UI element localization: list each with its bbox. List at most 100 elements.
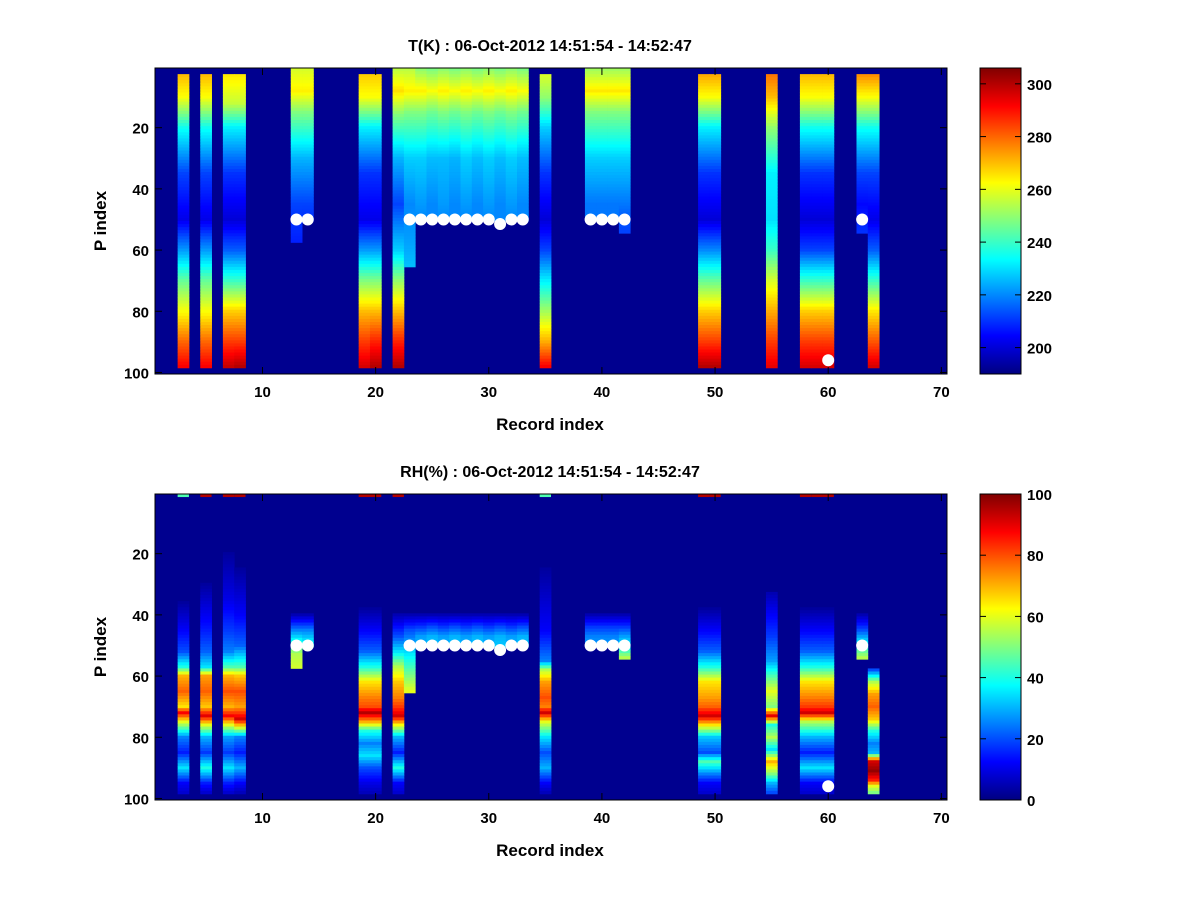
heatmap-cell [460,622,473,626]
humidity-x-axis: 10 20 30 40 50 60 70 [254,494,950,827]
heatmap-cell [222,346,235,350]
heatmap-cell [177,653,190,657]
heatmap-cell [234,107,246,112]
heatmap-cell [698,315,710,320]
heatmap-cell [415,616,427,620]
heatmap-cell [449,184,461,188]
heatmap-cell [539,604,552,608]
heatmap-cell [234,653,246,657]
heatmap-cell [822,729,835,734]
heatmap-cell [392,772,405,776]
heatmap-cell [369,98,382,103]
heatmap-cell [471,631,484,636]
heatmap-cell [811,714,823,718]
heatmap-cell [822,610,835,614]
heatmap-cell [494,175,507,179]
heatmap-cell [765,150,778,155]
heatmap-cell [596,120,608,124]
heatmap-cell [799,89,812,93]
heatmap-cell [811,236,823,240]
heatmap-cell [369,224,382,228]
heatmap-cell [426,184,439,188]
heatmap-cell [392,349,405,353]
heatmap-cell [200,233,212,237]
record-column-60 [822,74,835,369]
heatmap-cell [698,364,710,369]
heatmap-cell [822,714,835,718]
heatmap-cell [392,95,405,99]
heatmap-cell [867,168,880,173]
heatmap-cell [517,175,529,179]
heatmap-cell [369,699,382,703]
heatmap-cell [856,193,869,197]
heatmap-cell [799,86,812,90]
heatmap-cell [426,77,439,81]
heatmap-cell [403,68,416,72]
heatmap-cell [415,83,427,87]
heatmap-cell [698,285,710,289]
heatmap-cell [799,315,812,320]
heatmap-cell [403,184,416,188]
heatmap-cell [177,236,190,240]
heatmap-cell [369,738,382,743]
heatmap-cell [517,187,529,191]
heatmap-cell [539,723,552,727]
heatmap-cell [765,239,778,243]
heatmap-cell [369,126,382,130]
heatmap-cell [392,723,405,727]
heatmap-cell [709,328,722,332]
heatmap-cell [415,181,427,185]
heatmap-cell [709,273,722,277]
heatmap-cell [709,98,722,103]
heatmap-cell [799,741,812,746]
heatmap-cell [799,162,812,167]
heatmap-cell [290,110,303,115]
heatmap-cell [811,230,823,234]
heatmap-cell [539,337,552,341]
heatmap-cell [234,726,246,731]
heatmap-cell [856,619,869,623]
heatmap-cell [392,178,405,182]
heatmap-cell [539,647,552,651]
heatmap-cell [596,135,608,139]
heatmap-cell [539,343,552,347]
heatmap-cell [539,570,552,574]
heatmap-cell [369,288,382,292]
heatmap-cell [437,184,450,188]
heatmap-cell [584,156,597,161]
heatmap-cell [200,214,212,219]
heatmap-cell [358,355,371,360]
heatmap-cell [505,101,518,106]
heatmap-cell [471,147,484,152]
heatmap-cell [618,628,631,633]
heatmap-cell [799,628,812,633]
heatmap-cell [369,120,382,124]
heatmap-cell [822,236,835,240]
heatmap-cell [415,190,427,194]
heatmap-cell [200,184,212,188]
heatmap-cell [415,101,427,106]
heatmap-cell [765,230,778,234]
heatmap-cell [822,343,835,347]
heatmap-cell [460,613,473,617]
heatmap-cell [539,168,552,173]
heatmap-cell [709,683,722,688]
heatmap-cell [471,153,484,158]
heatmap-cell [811,306,823,311]
heatmap-cell [698,141,710,145]
heatmap-cell [596,74,608,78]
heatmap-cell [222,711,235,715]
heatmap-cell [607,162,620,167]
heatmap-cell [765,162,778,167]
heatmap-cell [369,300,382,305]
heatmap-cell [460,187,473,191]
heatmap-cell [856,92,869,96]
heatmap-cell [765,738,778,743]
heatmap-cell [811,754,823,758]
heatmap-cell [811,126,823,130]
heatmap-cell [471,634,484,639]
heatmap-cell [709,656,722,660]
heatmap-cell [765,349,778,353]
heatmap-cell [200,208,212,213]
heatmap-cell [403,251,416,256]
